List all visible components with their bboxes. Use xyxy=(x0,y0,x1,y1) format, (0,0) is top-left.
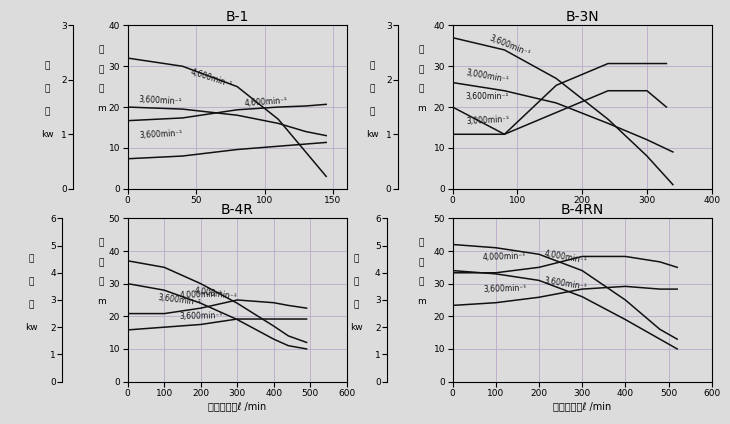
Text: m: m xyxy=(97,104,106,113)
Text: kw: kw xyxy=(366,130,379,139)
Text: 動: 動 xyxy=(353,278,359,287)
Text: 3,600min⁻¹: 3,600min⁻¹ xyxy=(488,33,532,58)
Text: 4,000min⁻¹: 4,000min⁻¹ xyxy=(483,251,526,262)
X-axis label: 吐出し量　ℓ /min: 吐出し量 ℓ /min xyxy=(208,401,266,411)
Text: 3,600min⁻¹: 3,600min⁻¹ xyxy=(179,311,223,321)
Text: 軸: 軸 xyxy=(353,255,359,264)
Text: 程: 程 xyxy=(99,278,104,287)
Text: 揚: 揚 xyxy=(99,65,104,74)
Text: 3,600min⁻¹: 3,600min⁻¹ xyxy=(157,293,201,307)
Text: 揚: 揚 xyxy=(419,258,424,267)
Title: B-4R: B-4R xyxy=(220,203,254,217)
X-axis label: 吐出し量　ℓ /min: 吐出し量 ℓ /min xyxy=(553,401,611,411)
Text: 3,600min⁻¹: 3,600min⁻¹ xyxy=(483,284,526,294)
Text: 程: 程 xyxy=(419,278,424,287)
Text: 動: 動 xyxy=(28,278,34,287)
Title: B-4RN: B-4RN xyxy=(561,203,604,217)
Text: 軸: 軸 xyxy=(28,255,34,264)
Text: m: m xyxy=(417,297,426,306)
Text: 4,600min⁻¹: 4,600min⁻¹ xyxy=(244,96,288,108)
Text: 全: 全 xyxy=(419,45,424,54)
Text: 動: 動 xyxy=(45,85,50,94)
Text: 揚: 揚 xyxy=(99,258,104,267)
Text: 力: 力 xyxy=(28,300,34,310)
Text: 4,600min⁻¹: 4,600min⁻¹ xyxy=(189,67,234,89)
Title: B-1: B-1 xyxy=(226,10,249,24)
Text: 3,600min⁻¹: 3,600min⁻¹ xyxy=(543,276,588,291)
Text: 程: 程 xyxy=(419,85,424,94)
Text: m: m xyxy=(97,297,106,306)
Text: 程: 程 xyxy=(99,85,104,94)
Text: 3,600min⁻¹: 3,600min⁻¹ xyxy=(466,92,509,100)
Text: 3,600min⁻¹: 3,600min⁻¹ xyxy=(139,128,182,140)
Text: 力: 力 xyxy=(369,107,375,117)
Text: 軸: 軸 xyxy=(45,62,50,71)
Text: 3,600min⁻¹: 3,600min⁻¹ xyxy=(139,95,182,106)
Text: 全: 全 xyxy=(99,45,104,54)
Text: 4,000min⁻¹: 4,000min⁻¹ xyxy=(179,289,223,300)
Text: 力: 力 xyxy=(353,300,359,310)
Text: 3,000min⁻¹: 3,000min⁻¹ xyxy=(466,115,510,126)
Text: 動: 動 xyxy=(369,85,375,94)
Text: kw: kw xyxy=(25,323,38,332)
Text: 4,000min⁻¹: 4,000min⁻¹ xyxy=(193,286,238,301)
Text: 揚: 揚 xyxy=(419,65,424,74)
Text: 力: 力 xyxy=(45,107,50,117)
Text: 4,000min⁻¹: 4,000min⁻¹ xyxy=(543,249,588,266)
Text: 3,000min⁻¹: 3,000min⁻¹ xyxy=(466,68,510,85)
Text: 軸: 軸 xyxy=(369,62,375,71)
Text: m: m xyxy=(417,104,426,113)
Text: kw: kw xyxy=(350,323,363,332)
Text: 全: 全 xyxy=(419,238,424,247)
Text: kw: kw xyxy=(41,130,54,139)
Title: B-3N: B-3N xyxy=(565,10,599,24)
Text: 全: 全 xyxy=(99,238,104,247)
